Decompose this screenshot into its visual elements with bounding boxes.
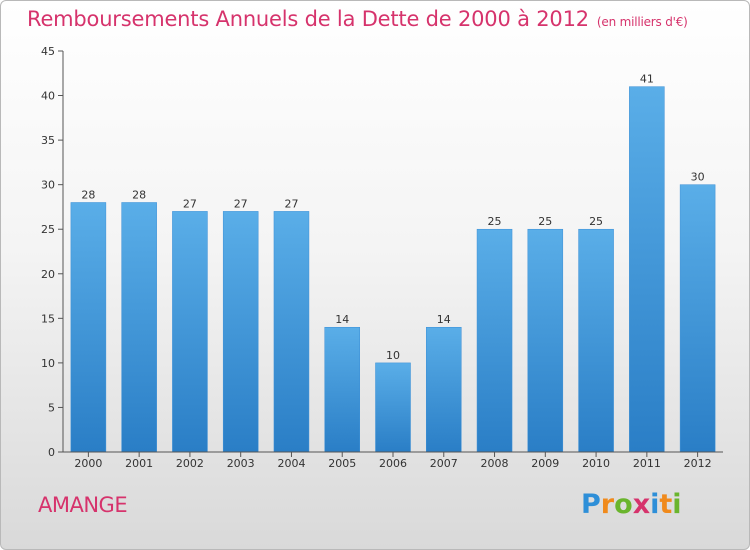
- bar-2004[interactable]: [273, 211, 310, 453]
- logo-letter: x: [632, 489, 651, 520]
- bar-2012[interactable]: [679, 184, 716, 453]
- x-tick-label: 2010: [582, 457, 610, 470]
- x-tick-label: 2008: [481, 457, 509, 470]
- bar-value-label: 14: [335, 313, 349, 326]
- bar-value-label: 25: [488, 215, 502, 228]
- bar-value-label: 27: [284, 197, 298, 210]
- x-tick-label: 2005: [328, 457, 356, 470]
- logo-letter: P: [581, 489, 601, 520]
- bar-value-label: 25: [538, 215, 552, 228]
- bar-2009[interactable]: [527, 228, 564, 453]
- proxiti-logo[interactable]: Proxiti: [581, 489, 682, 520]
- x-tick-label: 2006: [379, 457, 407, 470]
- x-tick-label: 2012: [684, 457, 712, 470]
- bar-value-label: 41: [640, 73, 654, 86]
- x-tick-label: 2007: [430, 457, 458, 470]
- bar-value-label: 27: [183, 197, 197, 210]
- y-tick-label: 20: [41, 268, 55, 281]
- chart-title-text: Remboursements Annuels de la Dette de 20…: [27, 7, 589, 31]
- y-tick-label: 0: [48, 446, 55, 459]
- x-tick-label: 2002: [176, 457, 204, 470]
- bar-value-label: 30: [691, 171, 705, 184]
- bar-value-label: 14: [437, 313, 451, 326]
- x-tick-label: 2009: [531, 457, 559, 470]
- logo-letter: t: [659, 489, 673, 520]
- y-tick-label: 40: [41, 90, 55, 103]
- bar-value-label: 25: [589, 215, 603, 228]
- logo-letter: o: [614, 489, 633, 520]
- bar-2002[interactable]: [172, 211, 208, 453]
- bar-2010[interactable]: [578, 228, 614, 453]
- bar-2000[interactable]: [70, 202, 107, 453]
- bar-2001[interactable]: [121, 202, 157, 453]
- chart-subtitle: (en milliers d'€): [596, 15, 688, 29]
- logo-letter: i: [672, 489, 682, 520]
- y-tick-label: 5: [48, 401, 55, 414]
- x-tick-label: 2003: [227, 457, 255, 470]
- y-tick-label: 35: [41, 134, 55, 147]
- y-tick-label: 25: [41, 223, 55, 236]
- x-tick-label: 2011: [633, 457, 661, 470]
- bar-2003[interactable]: [222, 211, 259, 453]
- logo-letter: i: [650, 489, 660, 520]
- x-tick-label: 2001: [125, 457, 153, 470]
- bar-value-label: 27: [234, 197, 248, 210]
- logo-letter: r: [600, 489, 615, 520]
- bar-2005[interactable]: [324, 326, 360, 453]
- x-tick-label: 2004: [277, 457, 305, 470]
- bar-value-label: 28: [132, 188, 146, 201]
- chart-title: Remboursements Annuels de la Dette de 20…: [27, 7, 688, 31]
- y-tick-label: 30: [41, 179, 55, 192]
- y-tick-label: 10: [41, 357, 55, 370]
- bar-value-label: 10: [386, 349, 400, 362]
- bar-2011[interactable]: [629, 86, 665, 453]
- y-tick-label: 45: [41, 45, 55, 58]
- bar-2006[interactable]: [375, 362, 411, 453]
- x-tick-label: 2000: [74, 457, 102, 470]
- bar-value-label: 28: [81, 188, 95, 201]
- y-tick-label: 15: [41, 312, 55, 325]
- commune-name: AMANGE: [38, 493, 128, 517]
- bar-2007[interactable]: [426, 326, 462, 453]
- bar-2008[interactable]: [476, 228, 513, 453]
